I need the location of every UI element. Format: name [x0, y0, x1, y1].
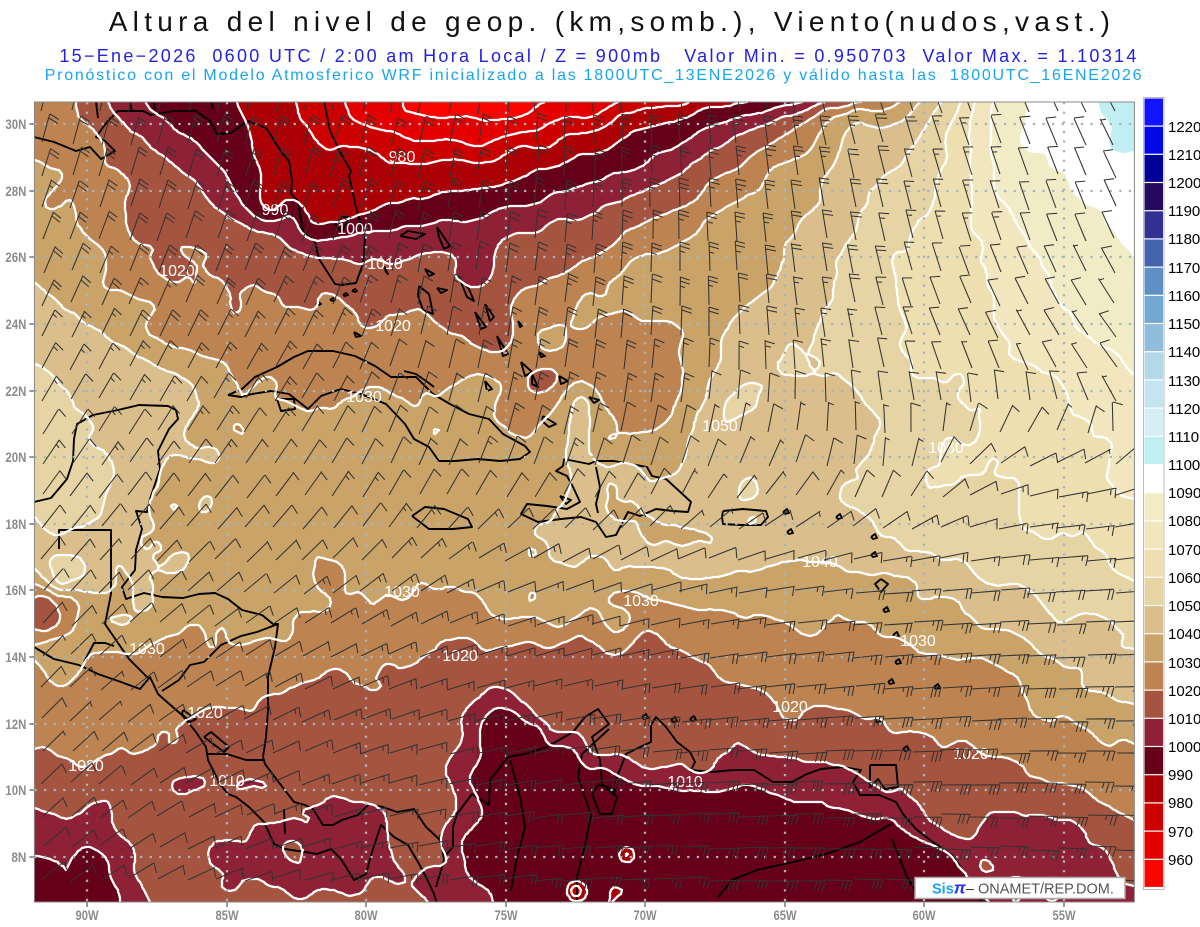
svg-text:10N: 10N [5, 782, 26, 798]
svg-text:22N: 22N [5, 383, 26, 399]
svg-text:26N: 26N [5, 249, 26, 265]
svg-text:1040: 1040 [802, 554, 838, 571]
svg-text:1170: 1170 [1168, 260, 1200, 277]
svg-text:1030: 1030 [1168, 655, 1200, 672]
svg-text:1000: 1000 [1168, 739, 1200, 756]
svg-text:1210: 1210 [1168, 147, 1200, 164]
svg-text:1130: 1130 [1168, 373, 1200, 390]
svg-text:85W: 85W [216, 907, 240, 923]
svg-text:1020: 1020 [772, 699, 808, 716]
svg-text:24N: 24N [5, 316, 26, 332]
svg-text:1120: 1120 [1168, 401, 1200, 418]
svg-text:1030: 1030 [129, 641, 165, 658]
svg-text:14N: 14N [5, 649, 26, 665]
svg-text:1050: 1050 [702, 418, 738, 435]
svg-text:1100: 1100 [1168, 457, 1200, 474]
svg-text:80W: 80W [355, 907, 379, 923]
svg-text:1040: 1040 [1168, 626, 1200, 643]
svg-text:990: 990 [1168, 767, 1193, 784]
svg-text:980: 980 [1168, 795, 1193, 812]
svg-text:1150: 1150 [1168, 316, 1200, 333]
svg-text:60W: 60W [913, 907, 937, 923]
svg-text:1020: 1020 [1168, 683, 1200, 700]
svg-text:1090: 1090 [1168, 485, 1200, 502]
svg-text:1020: 1020 [442, 648, 478, 665]
svg-text:1030: 1030 [900, 633, 936, 650]
svg-text:1140: 1140 [1168, 344, 1200, 361]
svg-text:990: 990 [262, 202, 289, 219]
svg-text:1030: 1030 [346, 389, 382, 406]
svg-text:980: 980 [389, 149, 416, 166]
svg-text:1160: 1160 [1168, 288, 1200, 305]
svg-text:960: 960 [1168, 852, 1193, 869]
svg-text:1020: 1020 [953, 746, 989, 763]
svg-text:1180: 1180 [1168, 231, 1200, 248]
svg-text:1020: 1020 [375, 318, 411, 335]
svg-text:1050: 1050 [1168, 598, 1200, 615]
svg-text:Sisπ– ONAMET/REP.DOM.: Sisπ– ONAMET/REP.DOM. [932, 879, 1114, 898]
svg-text:1020: 1020 [68, 758, 104, 775]
svg-text:75W: 75W [495, 907, 519, 923]
svg-text:970: 970 [1168, 824, 1193, 841]
svg-text:1070: 1070 [1168, 542, 1200, 559]
svg-text:1010: 1010 [209, 773, 245, 790]
svg-text:1010: 1010 [367, 256, 403, 273]
svg-text:28N: 28N [5, 183, 26, 199]
svg-text:12N: 12N [5, 716, 26, 732]
svg-text:1020: 1020 [159, 263, 195, 280]
svg-text:8N: 8N [11, 849, 26, 865]
svg-text:1110: 1110 [1168, 429, 1199, 446]
svg-text:16N: 16N [5, 582, 26, 598]
svg-text:30N: 30N [5, 116, 26, 132]
svg-text:1060: 1060 [1168, 570, 1200, 587]
svg-text:20N: 20N [5, 449, 26, 465]
svg-text:65W: 65W [774, 907, 798, 923]
svg-text:1060: 1060 [928, 440, 964, 457]
svg-text:1030: 1030 [384, 584, 420, 601]
svg-text:1220: 1220 [1168, 119, 1200, 136]
svg-text:55W: 55W [1053, 907, 1077, 923]
svg-text:70W: 70W [634, 907, 658, 923]
svg-text:90W: 90W [76, 907, 100, 923]
svg-text:1190: 1190 [1168, 203, 1200, 220]
svg-text:18N: 18N [5, 516, 26, 532]
svg-text:1080: 1080 [1168, 513, 1200, 530]
svg-text:1200: 1200 [1168, 175, 1200, 192]
svg-text:1020: 1020 [187, 705, 223, 722]
svg-text:1030: 1030 [623, 593, 659, 610]
svg-text:1010: 1010 [667, 774, 703, 791]
svg-text:1010: 1010 [1168, 711, 1200, 728]
